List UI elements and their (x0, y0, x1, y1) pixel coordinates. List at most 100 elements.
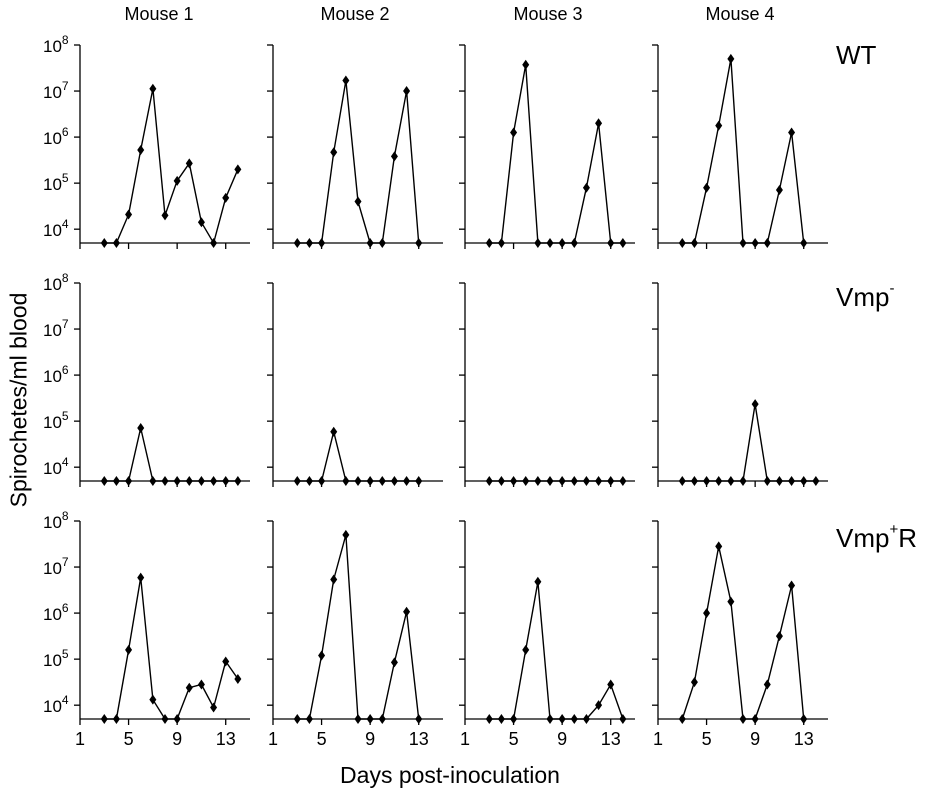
data-point (510, 127, 518, 138)
series-line (682, 403, 816, 482)
series-line (104, 577, 239, 720)
data-point (751, 714, 759, 724)
data-point (318, 476, 326, 486)
data-point (318, 650, 326, 661)
data-point (763, 238, 771, 248)
y-tick-label: 107 (43, 555, 69, 578)
data-point (497, 714, 505, 724)
data-point (197, 679, 205, 690)
data-point (173, 714, 181, 724)
data-point (415, 714, 423, 724)
row-label-vmp-plus-r-superscript: + (889, 521, 899, 539)
data-point (137, 144, 145, 155)
data-point (112, 714, 120, 724)
data-point (582, 182, 590, 193)
data-point (558, 714, 566, 724)
data-point (378, 238, 386, 248)
data-point (161, 476, 169, 486)
y-tick-label: 108 (43, 33, 69, 56)
data-point (715, 541, 723, 552)
data-point (112, 476, 120, 486)
data-point (342, 476, 350, 486)
data-point (222, 656, 230, 667)
data-point (690, 238, 698, 248)
x-tick-label: 9 (557, 729, 567, 749)
x-tick-label: 9 (750, 729, 760, 749)
series-line (104, 88, 239, 245)
data-point (185, 158, 193, 169)
data-point (619, 238, 627, 248)
data-point (222, 476, 230, 486)
data-point (510, 476, 518, 486)
data-point (522, 476, 530, 486)
data-point (390, 476, 398, 486)
data-point (534, 476, 542, 486)
row-label-vmp-minus-base: Vmp (836, 282, 890, 312)
data-point (775, 185, 783, 196)
x-tick-label: 13 (216, 729, 236, 749)
data-point (403, 606, 411, 617)
data-point (727, 596, 735, 607)
data-point (607, 679, 615, 690)
data-point (800, 238, 808, 248)
data-point (497, 238, 505, 248)
data-point (100, 714, 108, 724)
series-line (489, 581, 624, 720)
data-point (197, 217, 205, 228)
data-point (185, 682, 193, 693)
data-point (619, 714, 627, 724)
row-label-wt: WT (836, 40, 877, 70)
column-header-mouse-1: Mouse 1 (124, 4, 194, 24)
data-point (522, 644, 530, 655)
y-tick-label: 105 (43, 171, 69, 194)
data-point (510, 714, 518, 724)
data-point (100, 238, 108, 248)
data-point (354, 476, 362, 486)
data-point (727, 476, 735, 486)
data-point (403, 86, 411, 97)
row-label-vmp-plus-r: Vmp+R (836, 522, 917, 551)
data-point (354, 196, 362, 207)
data-point (197, 476, 205, 486)
data-point (775, 476, 783, 486)
data-point (607, 476, 615, 486)
series-line (682, 58, 805, 244)
data-point (727, 53, 735, 64)
y-tick-label: 105 (43, 647, 69, 670)
data-point (415, 476, 423, 486)
data-point (415, 238, 423, 248)
data-point (739, 714, 747, 724)
data-point (378, 714, 386, 724)
data-point (582, 476, 590, 486)
data-point (185, 476, 193, 486)
y-tick-label: 106 (43, 601, 69, 624)
data-point (485, 238, 493, 248)
data-point (739, 238, 747, 248)
data-point (330, 426, 338, 437)
data-point (354, 714, 362, 724)
data-point (112, 238, 120, 248)
data-point (210, 702, 218, 713)
data-point (570, 714, 578, 724)
data-point (125, 209, 133, 220)
data-point (390, 657, 398, 668)
data-point (485, 476, 493, 486)
data-point (366, 476, 374, 486)
data-point (305, 714, 313, 724)
data-point (305, 238, 313, 248)
data-point (751, 399, 759, 410)
data-point (715, 120, 723, 131)
data-point (763, 476, 771, 486)
data-point (293, 714, 301, 724)
data-point (366, 714, 374, 724)
x-tick-label: 13 (794, 729, 814, 749)
x-tick-label: 9 (365, 729, 375, 749)
data-point (485, 714, 493, 724)
data-point (763, 679, 771, 690)
row-label-vmp-minus: Vmp- (836, 281, 894, 312)
data-point (222, 192, 230, 203)
data-point (570, 476, 578, 486)
data-point (678, 714, 686, 724)
x-tick-label: 1 (75, 729, 85, 749)
series-line (297, 534, 420, 720)
